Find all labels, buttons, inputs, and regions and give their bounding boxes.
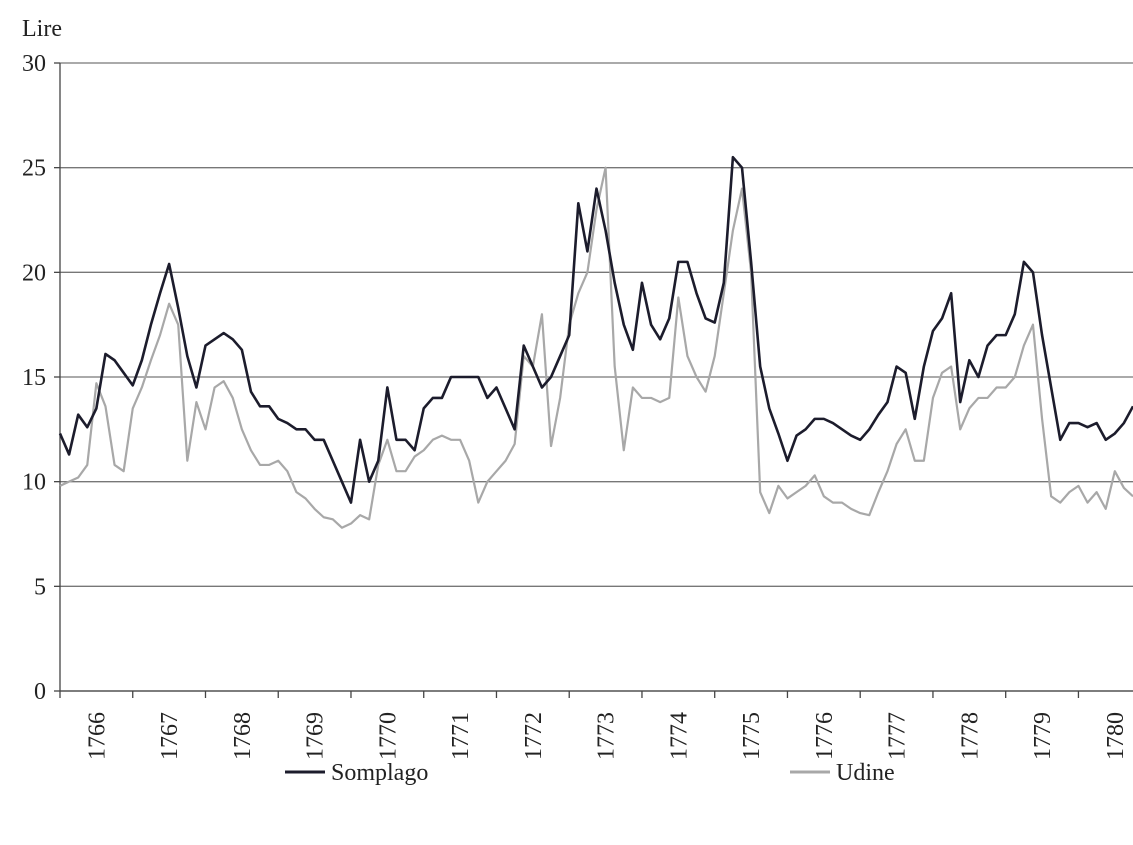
- x-tick-label: 1775: [739, 712, 765, 760]
- series-line: [59, 166, 1133, 529]
- legend-label: Udine: [836, 760, 895, 786]
- legend-label: Somplago: [331, 760, 428, 786]
- x-tick-label: 1772: [521, 712, 547, 760]
- x-tick-label: 1769: [303, 712, 329, 760]
- x-tick-label: 1779: [1030, 712, 1056, 760]
- y-tick-label: 10: [22, 470, 46, 496]
- x-tick-label: 1767: [157, 712, 183, 760]
- x-tick-label: 1778: [957, 712, 983, 760]
- x-tick-label: 1771: [448, 712, 474, 760]
- series-line: [58, 155, 1133, 504]
- x-tick-label: 1768: [230, 712, 256, 760]
- y-tick-label: 20: [22, 260, 46, 286]
- x-tick-label: 1776: [812, 712, 838, 760]
- y-tick-label: 30: [22, 51, 46, 77]
- x-tick-label: 1780: [1103, 712, 1129, 760]
- x-tick-label: 1766: [84, 712, 110, 760]
- y-tick-label: 15: [22, 365, 46, 391]
- x-tick-label: 1773: [594, 712, 620, 760]
- x-tick-label: 1770: [375, 712, 401, 760]
- y-axis-label: Lire: [22, 16, 62, 42]
- x-tick-label: 1777: [885, 712, 911, 760]
- y-tick-label: 0: [34, 679, 46, 705]
- y-tick-label: 25: [22, 156, 46, 182]
- y-tick-label: 5: [34, 574, 46, 600]
- x-tick-label: 1774: [666, 712, 692, 760]
